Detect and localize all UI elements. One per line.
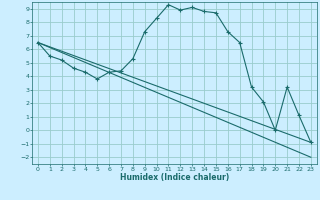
X-axis label: Humidex (Indice chaleur): Humidex (Indice chaleur): [120, 173, 229, 182]
